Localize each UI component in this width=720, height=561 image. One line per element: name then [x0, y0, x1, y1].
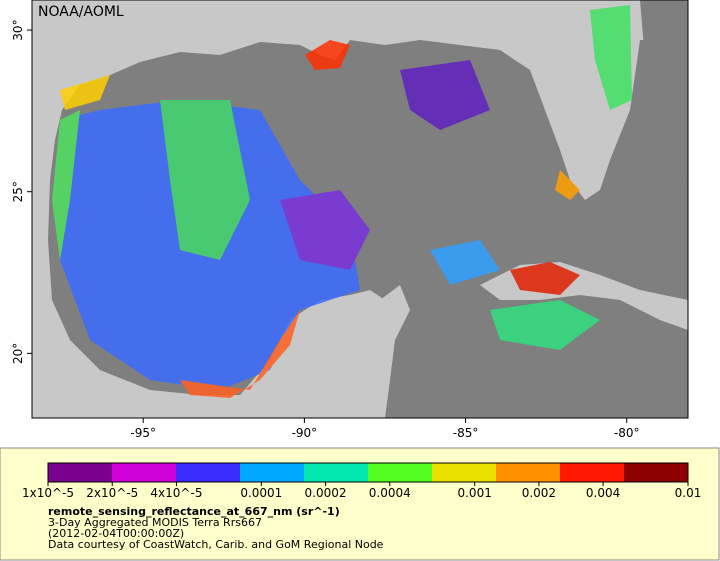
lat-tick-label: 25° [11, 181, 25, 202]
atlantic [640, 0, 688, 200]
caption-variable: remote_sensing_reflectance_at_667_nm (sr… [48, 505, 340, 518]
caption-time: (2012-02-04T00:00:00Z) [48, 527, 184, 540]
colorbar-segment [240, 463, 305, 482]
lon-tick-label: -95° [130, 426, 156, 440]
colorbar-tick-label: 0.004 [586, 486, 620, 500]
axes: -95° -90° -85° -80° 30° 25° 20° [11, 19, 640, 440]
credit: NOAA/AOML [38, 4, 124, 20]
colorbar-tick-label: 0.001 [457, 486, 491, 500]
colorbar-segment [624, 463, 689, 482]
data-overlay [52, 5, 632, 398]
colorbar-tick-label: 2x10^-5 [86, 486, 138, 500]
lon-tick-label: -85° [453, 426, 479, 440]
colorbar-segment [48, 463, 113, 482]
lat-tick-label: 30° [11, 19, 25, 40]
colorbar-tick-label: 0.0004 [369, 486, 411, 500]
map: NOAA/AOML [31, 0, 689, 419]
caption-product: 3-Day Aggregated MODIS Terra Rrs667 [48, 516, 262, 529]
yucatan [345, 285, 410, 418]
colorbar-segment [304, 463, 369, 482]
colorbar-segment [176, 463, 241, 482]
colorbar-tick-label: 0.01 [675, 486, 702, 500]
colorbar-segment [560, 463, 625, 482]
map-frame [31, 0, 689, 419]
colorbar-tick-label: 0.0002 [305, 486, 347, 500]
colorbar-segment [368, 463, 433, 482]
colorbar-tick-label: 4x10^-5 [150, 486, 202, 500]
colorbar-tick-label: 0.002 [522, 486, 556, 500]
colorbar-segment [112, 463, 177, 482]
colorbar-tick-label: 0.0001 [240, 486, 282, 500]
colorbar-segment [496, 463, 561, 482]
lon-tick-label: -80° [614, 426, 640, 440]
caption-source: Data courtesy of CoastWatch, Carib. and … [48, 538, 384, 551]
lon-tick-label: -90° [292, 426, 318, 440]
credit-box [34, 2, 114, 22]
lat-tick-label: 20° [11, 343, 25, 364]
colorbar: 1x10^-5 2x10^-5 4x10^-5 0.0001 0.0002 0.0004 0… [22, 462, 702, 500]
colorbar-tick-label: 1x10^-5 [22, 486, 74, 500]
colorbar-frame [47, 462, 689, 483]
colorbar-segment [432, 463, 497, 482]
